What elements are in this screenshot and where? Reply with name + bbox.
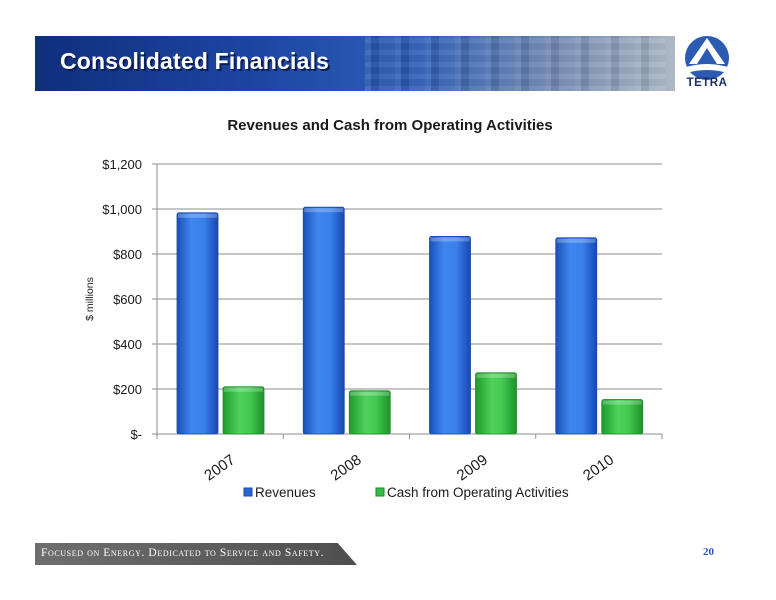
page-number: 20 [703,546,714,558]
legend-swatch [375,487,385,497]
bar-revenues [429,236,471,435]
y-tick-label: $1,200 [102,157,142,172]
x-tick-label: 2010 [580,451,617,484]
x-tick-label: 2007 [201,451,238,484]
legend-label: Cash from Operating Activities [387,485,569,500]
bar-highlight [224,387,263,392]
bar-highlight [430,237,470,242]
bar-highlight [602,400,642,405]
bar-cash-operating [222,386,265,435]
chart-title: Revenues and Cash from Operating Activit… [227,117,552,134]
bar-revenues [176,212,219,435]
y-axis-label: $ millions [84,277,96,321]
bar-highlight [476,373,516,378]
y-tick-label: $600 [113,292,142,307]
footer-tagline: Focused on Energy. Dedicated to Service … [41,547,325,559]
y-tick-label: $1,000 [102,202,142,217]
header-banner: Consolidated Financials [35,36,675,91]
legend-label: Revenues [255,485,316,500]
bar-cash-operating [348,390,391,435]
x-tick-label: 2008 [328,451,365,484]
bar-cash-operating [475,372,517,435]
y-tick-label: $800 [113,247,142,262]
footer-tagline-bar: Focused on Energy. Dedicated to Service … [35,543,357,565]
page-title: Consolidated Financials [60,48,330,74]
logo-text: TETRA [686,77,728,89]
bar-highlight [556,238,596,243]
bar-highlight [304,208,344,213]
banner-photo [365,36,665,91]
y-tick-label: $400 [113,337,142,352]
x-tick-label: 2009 [454,451,491,484]
bar-revenues [302,206,345,435]
bar-highlight [350,391,390,396]
bar-revenues [555,237,598,435]
y-tick-label: $200 [113,382,142,397]
legend-swatch [243,487,253,497]
bar-highlight [178,213,217,218]
bar-cash-operating [601,399,644,435]
y-tick-label: $- [130,427,142,442]
tetra-logo-icon [683,36,731,80]
